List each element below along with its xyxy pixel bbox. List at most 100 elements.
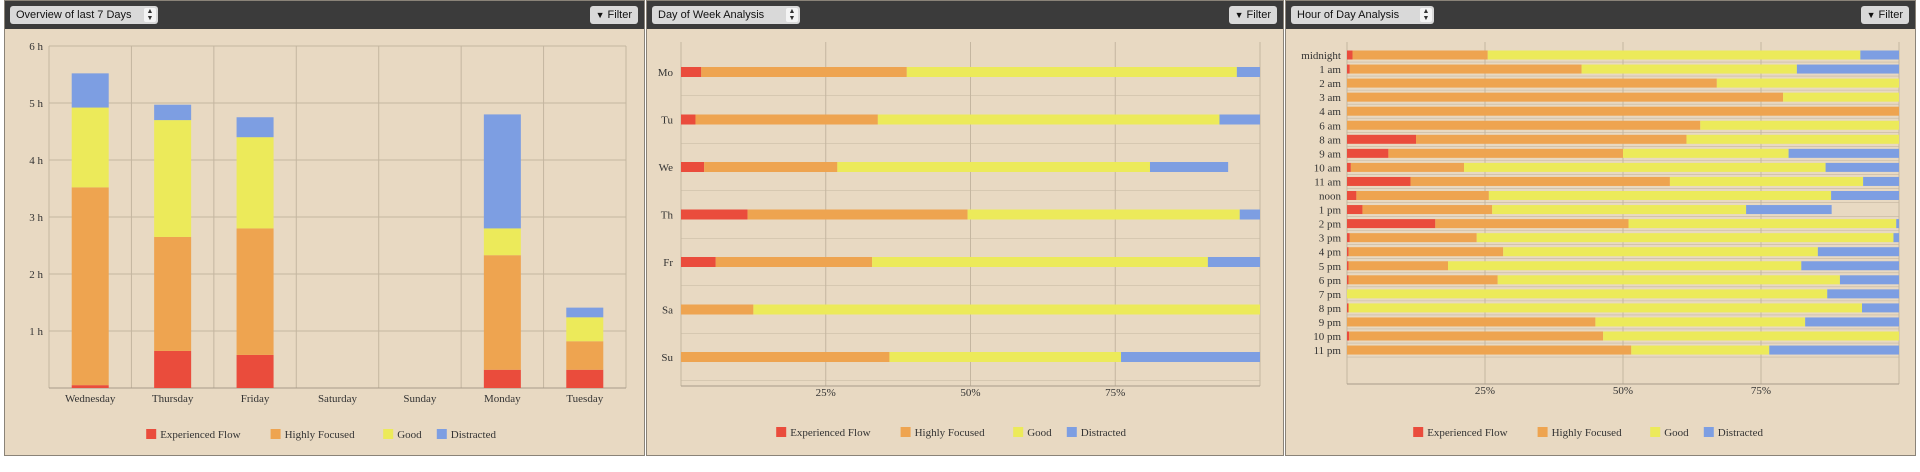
bar-segment-thursday-distracted bbox=[154, 104, 192, 121]
y-tick-label-th: Th bbox=[661, 210, 674, 222]
bar-segment-2-am-highly-focused bbox=[1347, 78, 1717, 88]
bar-segment-tuesday-experienced-flow bbox=[566, 369, 604, 388]
bar-segment-wednesday-distracted bbox=[71, 73, 109, 108]
bar-segment-10-pm-experienced-flow bbox=[1347, 331, 1350, 341]
bar-segment-10-am-distracted bbox=[1825, 162, 1899, 172]
x-tick-label: 25% bbox=[1475, 385, 1495, 397]
bar-segment-10-pm-good bbox=[1603, 331, 1899, 341]
legend-label-highly-focused: Highly Focused bbox=[1552, 427, 1622, 439]
legend-label-experienced-flow: Experienced Flow bbox=[790, 427, 870, 439]
legend-swatch-highly-focused bbox=[900, 427, 911, 437]
chevron-up-down-icon: ▲ ▼ bbox=[144, 8, 156, 22]
bar-segment-9-pm-good bbox=[1595, 317, 1806, 327]
day-of-week-dropdown[interactable]: Day of Week Analysis ▲ ▼ bbox=[652, 6, 800, 24]
funnel-icon: ▼ bbox=[1234, 10, 1244, 20]
bar-segment-mo-distracted bbox=[1236, 67, 1260, 77]
bar-segment-tuesday-distracted bbox=[566, 307, 604, 318]
bar-segment-1-am-highly-focused bbox=[1349, 64, 1582, 74]
filter-button[interactable]: ▼ Filter bbox=[1860, 6, 1909, 24]
y-tick-label-5-pm: 5 pm bbox=[1319, 261, 1342, 273]
bar-segment-th-experienced-flow bbox=[681, 209, 748, 220]
bar-segment-th-good bbox=[967, 209, 1240, 220]
bar-segment-9-am-distracted bbox=[1788, 148, 1899, 158]
y-tick-label-1-pm: 1 pm bbox=[1319, 205, 1342, 217]
bar-segment-9-am-experienced-flow bbox=[1347, 148, 1389, 158]
bar-segment-1-am-distracted bbox=[1796, 64, 1899, 74]
y-tick-label-3-pm: 3 pm bbox=[1319, 233, 1342, 245]
y-tick-label-2-am: 2 am bbox=[1319, 78, 1341, 90]
x-tick-label-sunday: Sunday bbox=[403, 393, 437, 405]
bar-segment-midnight-experienced-flow bbox=[1347, 50, 1353, 60]
x-tick-label-friday: Friday bbox=[241, 393, 270, 405]
bar-segment-thursday-highly-focused bbox=[154, 236, 192, 351]
bar-segment-2-pm-distracted bbox=[1896, 219, 1899, 229]
bar-segment-midnight-highly-focused bbox=[1352, 50, 1488, 60]
bar-segment-3-pm-experienced-flow bbox=[1347, 233, 1350, 243]
bar-segment-tuesday-highly-focused bbox=[566, 341, 604, 370]
legend-swatch-distracted bbox=[1703, 427, 1714, 437]
bar-segment-6-pm-highly-focused bbox=[1348, 275, 1498, 285]
bar-segment-9-pm-distracted bbox=[1805, 317, 1899, 327]
legend-label-experienced-flow: Experienced Flow bbox=[1427, 427, 1507, 439]
bar-segment-fr-highly-focused bbox=[715, 257, 873, 267]
bar-segment-we-distracted bbox=[1149, 162, 1229, 172]
bar-segment-wednesday-good bbox=[71, 107, 109, 188]
bar-segment-6-pm-good bbox=[1497, 275, 1840, 285]
bar-segment-6-am-highly-focused bbox=[1347, 120, 1701, 130]
bar-segment-su-good bbox=[889, 352, 1122, 362]
bar-segment-11-am-experienced-flow bbox=[1347, 176, 1411, 186]
hour-of-day-dropdown[interactable]: Hour of Day Analysis ▲ ▼ bbox=[1291, 6, 1434, 24]
legend-swatch-experienced-flow bbox=[146, 429, 157, 439]
bar-segment-mo-highly-focused bbox=[701, 67, 907, 77]
bar-segment-10-am-experienced-flow bbox=[1347, 162, 1351, 172]
bar-segment-wednesday-experienced-flow bbox=[71, 385, 109, 388]
bar-segment-4-pm-distracted bbox=[1817, 247, 1899, 257]
y-tick-label-3-am: 3 am bbox=[1319, 92, 1341, 104]
bar-segment-5-pm-good bbox=[1448, 261, 1802, 271]
y-tick-label-4-pm: 4 pm bbox=[1319, 247, 1342, 259]
dropdown-label: Day of Week Analysis bbox=[658, 9, 765, 21]
bar-segment-1-pm-experienced-flow bbox=[1347, 205, 1363, 215]
bar-segment-tu-highly-focused bbox=[695, 114, 878, 125]
filter-button[interactable]: ▼ Filter bbox=[589, 6, 638, 24]
y-tick-label-7-pm: 7 pm bbox=[1319, 289, 1342, 301]
bar-segment-11-am-good bbox=[1669, 176, 1864, 186]
legend-label-good: Good bbox=[1027, 427, 1052, 439]
x-tick-label-monday: Monday bbox=[484, 393, 521, 405]
bar-segment-we-good bbox=[837, 162, 1150, 172]
y-tick-label-fr: Fr bbox=[663, 257, 673, 269]
legend-label-distracted: Distracted bbox=[1718, 427, 1764, 439]
bar-segment-10-am-good bbox=[1464, 162, 1826, 172]
y-tick-label-midnight: midnight bbox=[1301, 50, 1341, 62]
legend-label-distracted: Distracted bbox=[1081, 427, 1127, 439]
bar-segment-8-pm-experienced-flow bbox=[1347, 303, 1349, 313]
bar-segment-7-pm-distracted bbox=[1827, 289, 1899, 299]
legend-label-experienced-flow: Experienced Flow bbox=[160, 429, 240, 441]
hour-of-day-panel: Hour of Day Analysis ▲ ▼ ▼ Filter 25% 50% 75… bbox=[1285, 0, 1916, 456]
y-tick-label-9-pm: 9 pm bbox=[1319, 317, 1342, 329]
y-tick-label: 3 h bbox=[29, 212, 43, 224]
bar-segment-1-pm-highly-focused bbox=[1362, 205, 1493, 215]
y-tick-label-10-am: 10 am bbox=[1314, 162, 1342, 174]
panel-header: Overview of last 7 Days ▲ ▼ ▼ Filter bbox=[5, 1, 644, 29]
y-tick-label-tu: Tu bbox=[661, 115, 673, 127]
overview-range-dropdown[interactable]: Overview of last 7 Days ▲ ▼ bbox=[10, 6, 158, 24]
bar-segment-4-am-highly-focused bbox=[1347, 106, 1899, 116]
y-tick-label-10-pm: 10 pm bbox=[1313, 331, 1341, 343]
bar-segment-monday-distracted bbox=[483, 114, 521, 229]
y-tick-label-2-pm: 2 pm bbox=[1319, 219, 1342, 231]
bar-segment-midnight-distracted bbox=[1860, 50, 1899, 60]
bar-segment-fr-distracted bbox=[1207, 257, 1260, 267]
bar-segment-tu-distracted bbox=[1219, 114, 1260, 125]
bar-segment-11-am-distracted bbox=[1863, 176, 1899, 186]
bar-segment-4-pm-experienced-flow bbox=[1347, 247, 1349, 257]
hour-of-day-chart: 25% 50% 75% midnight 1 am 2 am 3 am 4 am 6 am 8 a… bbox=[1301, 42, 1900, 439]
funnel-icon: ▼ bbox=[595, 10, 605, 20]
bar-segment-friday-distracted bbox=[236, 117, 274, 138]
filter-button[interactable]: ▼ Filter bbox=[1228, 6, 1277, 24]
y-tick-label-9-am: 9 am bbox=[1319, 148, 1341, 160]
legend-label-highly-focused: Highly Focused bbox=[915, 427, 985, 439]
bar-segment-2-pm-highly-focused bbox=[1435, 219, 1629, 229]
bar-segment-8-pm-distracted bbox=[1862, 303, 1899, 313]
bar-segment-midnight-good bbox=[1487, 50, 1861, 60]
